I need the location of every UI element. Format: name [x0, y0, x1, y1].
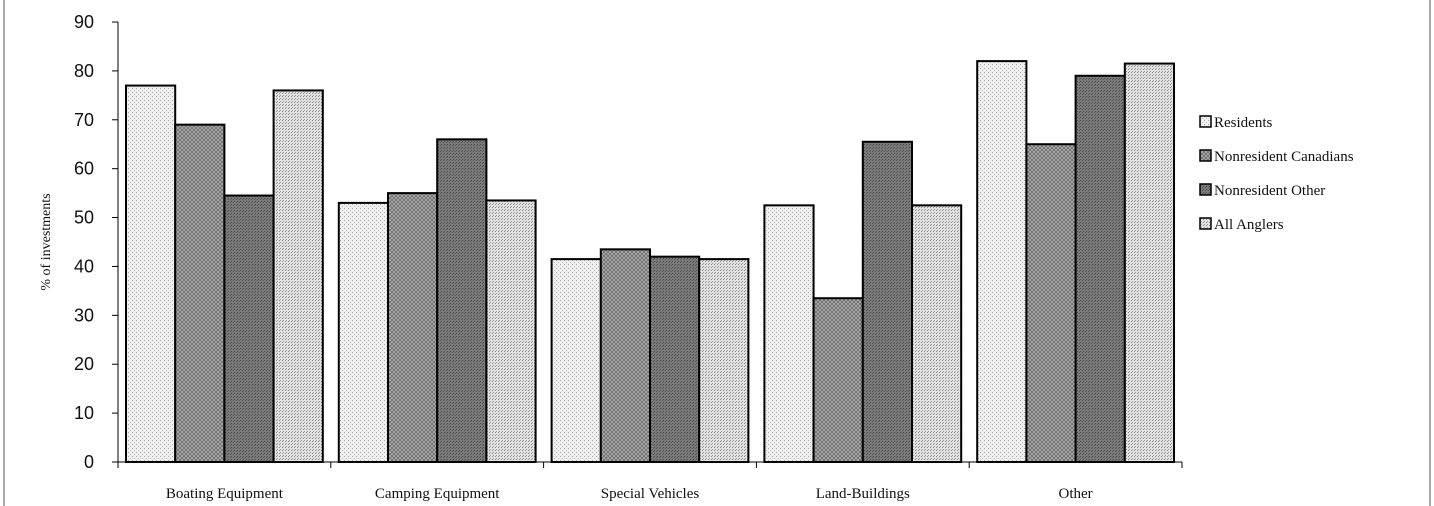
x-category-label: Boating Equipment: [166, 486, 284, 502]
x-category-label: Camping Equipment: [375, 486, 500, 502]
bar-nonresident-other: [223, 194, 275, 464]
y-axis-ticks: 0 10 20 30 40 50 60 70 80 90: [74, 12, 118, 472]
bar-all-anglers: [272, 89, 324, 463]
y-tick-label: 70: [74, 110, 94, 130]
bar-residents: [337, 201, 389, 463]
bar-nonresident-canadians: [599, 248, 651, 463]
y-tick-label: 80: [74, 61, 94, 81]
legend-swatch: [1199, 183, 1212, 196]
y-tick-label: 30: [74, 305, 94, 325]
plot-area: 0 10 20 30 40 50 60 70 80 90 Boating Equipment Cam…: [74, 12, 1183, 502]
y-axis-title: % of investments: [39, 193, 54, 290]
bars: [125, 60, 1176, 464]
legend-label: Residents: [1214, 115, 1272, 131]
bar-residents: [976, 60, 1028, 463]
bar-nonresident-other: [649, 255, 701, 463]
bar-residents: [763, 204, 815, 463]
y-tick-label: 20: [74, 354, 94, 374]
bar-nonresident-other: [436, 138, 488, 463]
legend: Residents Nonresident Canadians Nonresiden…: [1199, 115, 1354, 233]
bar-residents: [550, 258, 602, 463]
y-tick-label: 0: [84, 452, 94, 472]
bar-all-anglers: [485, 199, 537, 463]
legend-swatch: [1199, 217, 1212, 230]
bar-residents: [125, 84, 177, 464]
legend-label: Nonresident Other: [1214, 183, 1325, 199]
y-tick-label: 60: [74, 159, 94, 179]
legend-swatch: [1199, 115, 1212, 128]
y-tick-label: 50: [74, 208, 94, 228]
bar-nonresident-other: [1074, 74, 1126, 464]
legend-label: Nonresident Canadians: [1214, 149, 1354, 165]
y-tick-label: 90: [74, 12, 94, 32]
bar-all-anglers: [1123, 62, 1176, 464]
bar-nonresident-canadians: [174, 123, 226, 464]
legend-label: All Anglers: [1214, 217, 1284, 233]
bar-nonresident-canadians: [812, 297, 864, 463]
bar-all-anglers: [698, 258, 750, 463]
y-tick-label: 10: [74, 403, 94, 423]
x-category-label: Land-Buildings: [816, 486, 910, 502]
y-tick-label: 40: [74, 256, 94, 276]
bar-nonresident-canadians: [387, 192, 439, 463]
x-axis-ticks: Boating Equipment Camping Equipment Specia…: [117, 462, 1183, 502]
bar-nonresident-canadians: [1025, 143, 1077, 463]
x-category-label: Special Vehicles: [601, 486, 700, 502]
x-category-label: Other: [1059, 486, 1093, 502]
bar-all-anglers: [911, 204, 963, 463]
bar-nonresident-other: [861, 140, 913, 463]
legend-swatch: [1199, 149, 1212, 162]
